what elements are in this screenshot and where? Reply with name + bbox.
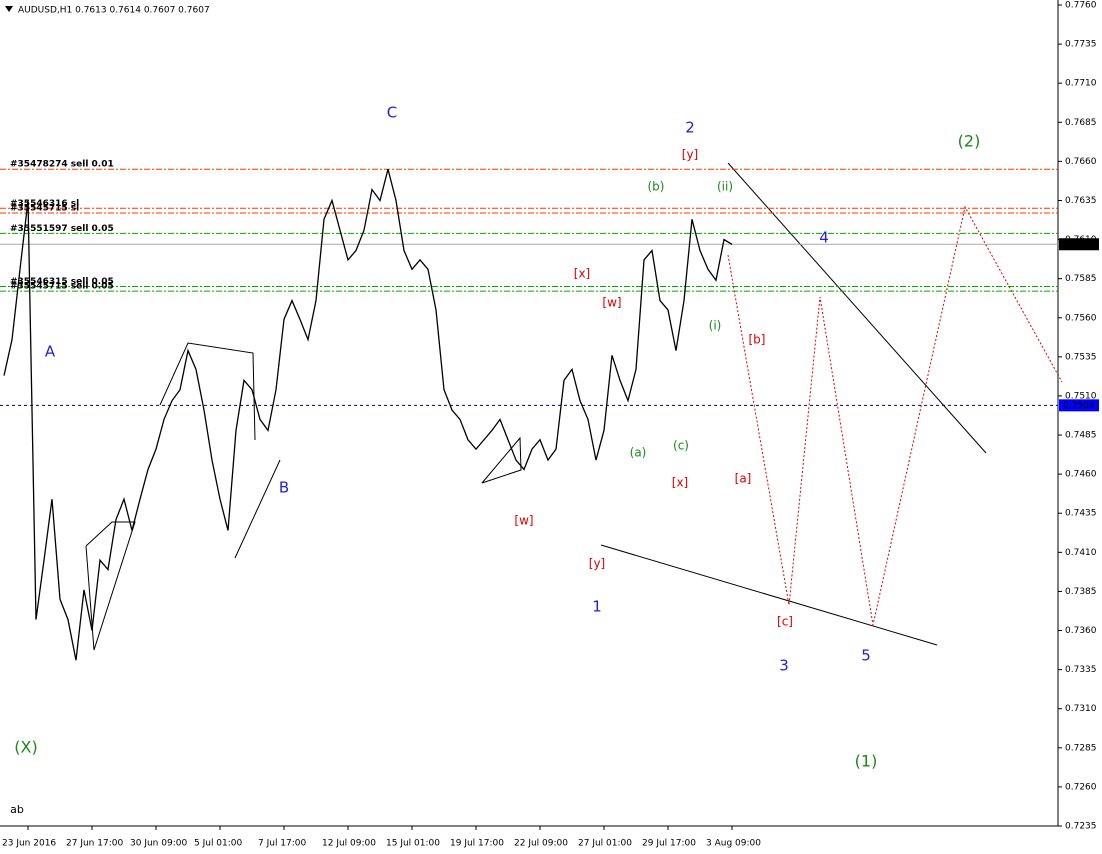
- order-label: #35551597 sell 0.05: [10, 224, 114, 234]
- title-icon: [5, 6, 13, 12]
- price-box: [1059, 238, 1099, 251]
- x-tick-label: 27 Jun 17:00: [66, 839, 123, 849]
- wave-label: A: [45, 343, 56, 361]
- y-tick-label: 0.7310: [1065, 704, 1097, 714]
- wave-label: (1): [855, 752, 878, 771]
- y-tick-label: 0.7760: [1065, 1, 1097, 11]
- y-tick-label: 0.7235: [1065, 822, 1097, 832]
- x-tick-label: 23 Jun 2016: [2, 839, 56, 849]
- wave-label: (c): [673, 439, 689, 453]
- trend-line: [600, 544, 938, 646]
- x-tick-label: 5 Jul 01:00: [194, 839, 243, 849]
- wave-label: (X): [14, 738, 37, 757]
- x-tick-label: 19 Jul 17:00: [450, 839, 504, 849]
- drawings: [85, 162, 1063, 651]
- order-label: #35546315 sell 0.05: [10, 277, 114, 287]
- wave-label: [x]: [672, 476, 688, 490]
- wave-label: ab: [10, 803, 24, 816]
- x-tick-label: 7 Jul 17:00: [258, 839, 307, 849]
- y-tick-label: 0.7335: [1065, 665, 1097, 675]
- x-tick-label: 15 Jul 01:00: [386, 839, 440, 849]
- wave-label: C: [387, 104, 397, 122]
- y-tick-label: 0.7585: [1065, 274, 1097, 284]
- wave-label: (a): [630, 446, 647, 460]
- y-tick-label: 0.7560: [1065, 313, 1097, 323]
- y-tick-label: 0.7635: [1065, 196, 1097, 206]
- x-tick-label: 27 Jul 01:00: [578, 839, 632, 849]
- wave-label: (ii): [717, 180, 733, 194]
- wave-label: (b): [648, 180, 665, 194]
- y-tick-label: 0.7435: [1065, 509, 1097, 519]
- x-tick-label: 22 Jul 09:00: [514, 839, 568, 849]
- y-tick-label: 0.7535: [1065, 352, 1097, 362]
- wave-label: [w]: [514, 514, 533, 528]
- alert-box: [1059, 399, 1099, 412]
- price-line: [3, 169, 733, 661]
- channel: [85, 521, 136, 651]
- wave-label: (2): [958, 132, 981, 151]
- y-tick-label: 0.7735: [1065, 40, 1097, 50]
- wave-label: B: [279, 479, 289, 497]
- chart-title: AUDUSD,H1 0.7613 0.7614 0.7607 0.7607: [18, 6, 210, 16]
- wave-label: 4: [819, 229, 829, 247]
- wave-label: [b]: [749, 333, 766, 347]
- wave-label: [w]: [602, 296, 621, 310]
- x-tick-label: 3 Aug 09:00: [706, 839, 761, 849]
- wave-label: 5: [861, 647, 871, 665]
- y-tick-label: 0.7510: [1065, 391, 1097, 401]
- wave-label: 3: [779, 657, 789, 675]
- trend-line: [234, 459, 281, 559]
- wave-label: [c]: [777, 615, 793, 629]
- x-tick-label: 29 Jul 17:00: [642, 839, 696, 849]
- wave-label: 2: [685, 119, 695, 137]
- x-tick-label: 30 Jun 09:00: [130, 839, 187, 849]
- y-tick-label: 0.7410: [1065, 548, 1097, 558]
- order-label: #35546316 sl: [10, 199, 79, 209]
- y-tick-label: 0.7285: [1065, 743, 1097, 753]
- wave-label: [a]: [735, 472, 752, 486]
- order-label: #35545715 sell 0.05: [10, 282, 114, 292]
- y-tick-label: 0.7685: [1065, 118, 1097, 128]
- y-tick-label: 0.7460: [1065, 470, 1097, 480]
- y-tick-label: 0.7385: [1065, 587, 1097, 597]
- y-tick-label: 0.7660: [1065, 157, 1097, 167]
- wave-label: 1: [592, 598, 602, 616]
- trend-line: [727, 162, 987, 454]
- y-tick-label: 0.7360: [1065, 626, 1097, 636]
- current-price: 0.7607: [1063, 240, 1095, 250]
- wave-label: [y]: [682, 148, 698, 162]
- wave-label: (i): [709, 319, 722, 333]
- order-label: #35545715 sl: [10, 203, 79, 213]
- y-tick-label: 0.7710: [1065, 79, 1097, 89]
- x-tick-label: 12 Jul 09:00: [322, 839, 376, 849]
- alert-price: 0.7504: [1063, 401, 1095, 411]
- projection: [727, 205, 1063, 626]
- y-tick-label: 0.7485: [1065, 431, 1097, 441]
- wave-label: [y]: [589, 557, 605, 571]
- order-label: #35478274 sell 0.01: [10, 160, 114, 170]
- y-tick-label: 0.7260: [1065, 782, 1097, 792]
- wave-label: [x]: [574, 267, 590, 281]
- triangle: [481, 436, 522, 484]
